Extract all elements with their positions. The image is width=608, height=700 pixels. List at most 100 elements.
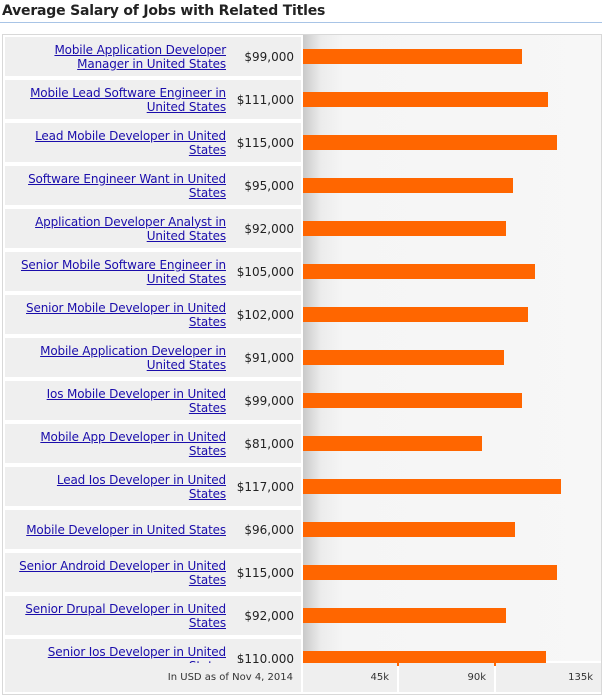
salary-bar (303, 264, 535, 279)
job-title-line: Lead Ios Developer in United (56, 472, 226, 487)
salary-bar (303, 608, 506, 623)
job-title-line: States (188, 185, 226, 200)
job-title-line: Mobile Application Developer in (40, 343, 226, 358)
table-row: Software Engineer Want in United States $9… (5, 166, 301, 205)
job-title-link[interactable]: Mobile App Developer in United States (15, 430, 226, 458)
tick-cell-1: 45k (303, 663, 397, 692)
salary-value: $115,000 (236, 135, 294, 150)
table-row: Mobile Lead Software Engineer in United S… (5, 80, 301, 119)
table-row: Lead Mobile Developer in United States $11… (5, 123, 301, 162)
tick-cell-3: 135k (496, 663, 601, 692)
job-title-column: Mobile Application Developer Manager in U… (3, 35, 303, 694)
salary-value: $117,000 (236, 479, 294, 494)
footer-note: In USD as of Nov 4, 2014 (167, 672, 293, 683)
salary-value: $99,000 (244, 393, 294, 408)
job-title-link[interactable]: Mobile Application Developer in United St… (15, 344, 226, 372)
salary-value: $102,000 (236, 307, 294, 322)
table-row: Senior Drupal Developer in United States $… (5, 596, 301, 635)
salary-bar (303, 479, 561, 494)
job-title-line: United States (146, 99, 226, 114)
table-row: Senior Mobile Developer in United States $… (5, 295, 301, 334)
salary-value: $110,000 (236, 651, 294, 666)
salary-bar (303, 135, 557, 150)
table-row: Mobile Developer in United States $96,000 (5, 510, 301, 549)
job-title-line: United States (146, 357, 226, 372)
job-title-line: States (188, 443, 226, 458)
job-title-link[interactable]: Mobile Application Developer Manager in U… (15, 43, 226, 71)
job-title-link[interactable]: Ios Mobile Developer in United States (15, 387, 226, 415)
job-title-link[interactable]: Senior Mobile Software Engineer in United… (15, 258, 226, 286)
job-title-line: States (188, 615, 226, 630)
salary-value: $115,000 (236, 565, 294, 580)
job-title-line: Mobile App Developer in United (40, 429, 226, 444)
salary-bar (303, 92, 548, 107)
salary-bar (303, 565, 557, 580)
job-title-line: States (188, 486, 226, 501)
salary-value: $111,000 (236, 92, 294, 107)
chart-title: Average Salary of Jobs with Related Titl… (2, 3, 326, 19)
table-row: Mobile App Developer in United States $81,… (5, 424, 301, 463)
salary-bar (303, 178, 513, 193)
job-title-link[interactable]: Senior Drupal Developer in United States (15, 602, 226, 630)
job-title-link[interactable]: Application Developer Analyst in United S… (15, 215, 226, 243)
job-title-line: Senior Mobile Developer in United (26, 300, 226, 315)
job-title-line: States (188, 572, 226, 587)
table-row: Ios Mobile Developer in United States $99,… (5, 381, 301, 420)
job-title-line: Mobile Developer in United States (26, 522, 226, 537)
salary-value: $99,000 (244, 49, 294, 64)
job-title-line: Senior Ios Developer in United (47, 644, 226, 659)
job-title-link[interactable]: Mobile Developer in United States (15, 523, 226, 537)
salary-bar (303, 436, 482, 451)
job-title-line: Manager in United States (77, 56, 226, 71)
salary-bar (303, 393, 522, 408)
job-title-link[interactable]: Lead Mobile Developer in United States (15, 129, 226, 157)
job-title-link[interactable]: Senior Mobile Developer in United States (15, 301, 226, 329)
job-title-link[interactable]: Mobile Lead Software Engineer in United S… (15, 86, 226, 114)
job-title-line: Senior Android Developer in United (19, 558, 226, 573)
salary-bar (303, 651, 546, 666)
x-tick-label: 45k (370, 672, 389, 683)
bar-plot-area (303, 35, 601, 666)
salary-bar (303, 522, 515, 537)
table-row: Application Developer Analyst in United S… (5, 209, 301, 248)
salary-bar (303, 221, 506, 236)
salary-bar (303, 350, 504, 365)
title-divider (0, 22, 602, 23)
job-title-link[interactable]: Senior Android Developer in United States (15, 559, 226, 587)
table-row: Mobile Application Developer in United St… (5, 338, 301, 377)
salary-bar (303, 307, 528, 322)
job-title-line: Mobile Lead Software Engineer in (30, 85, 226, 100)
salary-chart: Mobile Application Developer Manager in U… (2, 34, 602, 695)
table-row: Mobile Application Developer Manager in U… (5, 37, 301, 76)
job-title-line: Lead Mobile Developer in United (35, 128, 226, 143)
x-tick-label: 135k (568, 672, 593, 683)
footer-note-cell: In USD as of Nov 4, 2014 (5, 663, 301, 692)
job-title-line: States (188, 314, 226, 329)
salary-value: $95,000 (244, 178, 294, 193)
table-row: Senior Mobile Software Engineer in United… (5, 252, 301, 291)
job-title-line: Ios Mobile Developer in United (46, 386, 226, 401)
salary-value: $92,000 (244, 221, 294, 236)
table-row: Lead Ios Developer in United States $117,0… (5, 467, 301, 506)
salary-value: $105,000 (236, 264, 294, 279)
salary-value: $96,000 (244, 522, 294, 537)
job-title-line: Senior Drupal Developer in United (25, 601, 226, 616)
job-title-line: States (188, 142, 226, 157)
tick-cell-2: 90k (399, 663, 494, 692)
job-title-line: Senior Mobile Software Engineer in (20, 257, 226, 272)
job-title-line: Mobile Application Developer (54, 42, 226, 57)
job-title-link[interactable]: Lead Ios Developer in United States (15, 473, 226, 501)
job-title-line: United States (146, 228, 226, 243)
salary-value: $91,000 (244, 350, 294, 365)
job-title-line: States (188, 400, 226, 415)
job-title-line: Software Engineer Want in United (28, 171, 226, 186)
salary-value: $92,000 (244, 608, 294, 623)
salary-value: $81,000 (244, 436, 294, 451)
table-row: Senior Android Developer in United States… (5, 553, 301, 592)
salary-bar (303, 49, 522, 64)
job-title-line: United States (146, 271, 226, 286)
job-title-link[interactable]: Software Engineer Want in United States (15, 172, 226, 200)
job-title-line: Application Developer Analyst in (35, 214, 226, 229)
axis-footer: In USD as of Nov 4, 2014 45k 90k 135k (3, 663, 601, 694)
x-tick-label: 90k (467, 672, 486, 683)
